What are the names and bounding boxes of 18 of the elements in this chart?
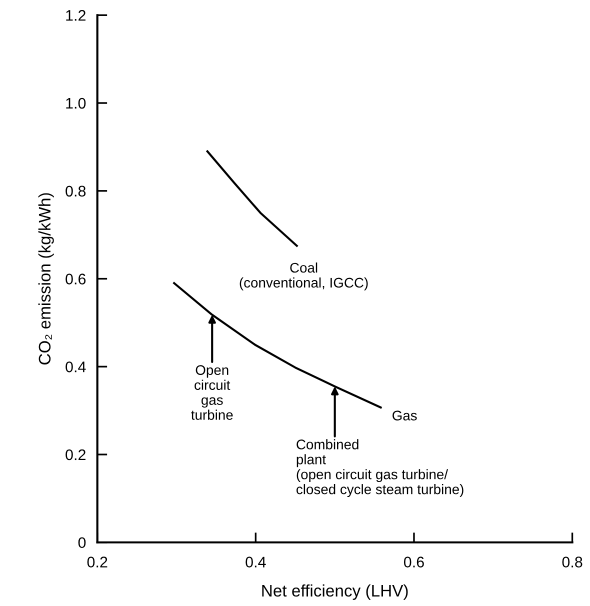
x-axis-title: Net efficiency (LHV) [262, 584, 408, 600]
y-tick-label: 0 [78, 537, 86, 548]
line-series [206, 150, 298, 247]
annotation: Open circuit gas turbine [191, 365, 233, 420]
x-tick-label: 0.2 [87, 556, 108, 568]
x-tick-label: 0.8 [562, 556, 582, 568]
annotation: Coal (conventional, IGCC) [240, 262, 368, 290]
y-tick-label: 1.2 [66, 10, 86, 21]
y-tick-label: 0.8 [66, 186, 86, 197]
annotation: Combined plant (open circuit gas turbine/ closed cycle steam turbine) [296, 439, 464, 498]
y-axis-title: CO₂ emission (kg/kWh) [38, 193, 54, 364]
x-tick-label: 0.4 [246, 556, 266, 568]
y-tick-label: 0.2 [66, 449, 86, 460]
y-tick-label: 0.4 [66, 362, 86, 372]
annotation: Gas [392, 410, 417, 420]
y-tick-label: 0.6 [66, 274, 86, 284]
x-tick-label: 0.6 [404, 556, 424, 568]
y-tick-label: 1.0 [66, 98, 86, 109]
